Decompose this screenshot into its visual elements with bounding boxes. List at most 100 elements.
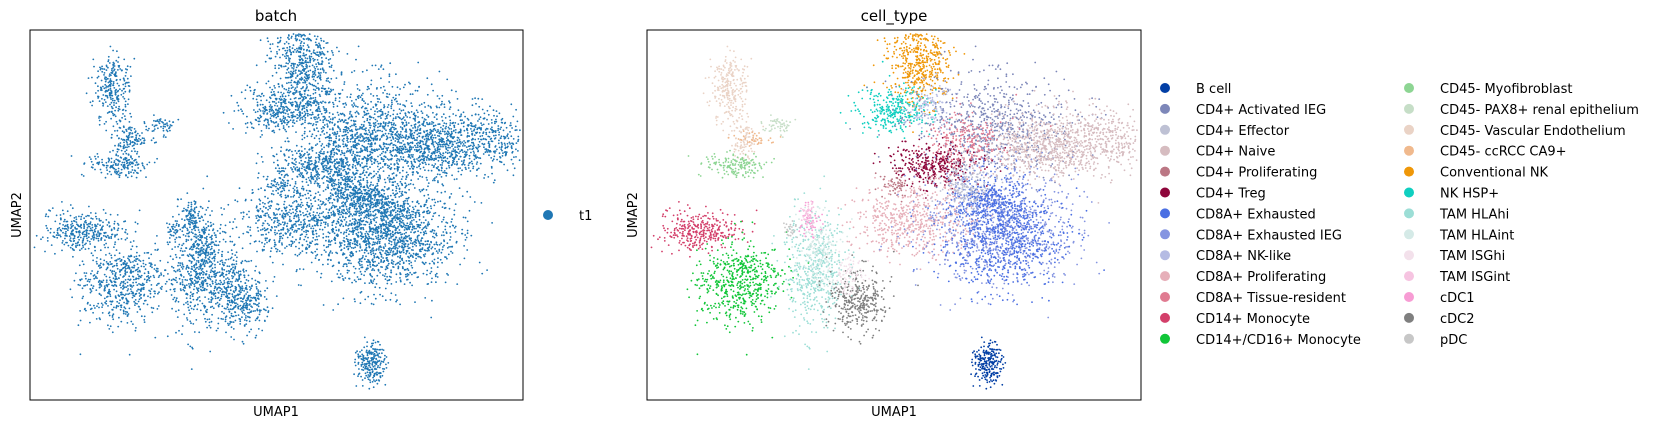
scatter-point <box>345 232 347 234</box>
scatter-point <box>512 163 514 165</box>
scatter-point <box>441 116 443 118</box>
scatter-point <box>508 137 510 139</box>
scatter-point <box>268 124 270 126</box>
scatter-point <box>290 213 292 215</box>
scatter-point <box>322 178 324 180</box>
scatter-point <box>489 105 491 107</box>
scatter-point <box>354 140 356 142</box>
scatter-point <box>391 100 393 102</box>
scatter-point <box>456 178 458 180</box>
scatter-point <box>288 95 290 97</box>
scatter-point <box>399 229 401 231</box>
scatter-point <box>393 138 395 140</box>
scatter-point <box>336 148 338 150</box>
scatter-point <box>308 177 310 179</box>
scatter-point <box>316 152 318 154</box>
scatter-point <box>387 125 389 127</box>
scatter-point <box>433 232 435 234</box>
scatter-point <box>269 256 271 258</box>
scatter-point <box>386 283 388 285</box>
scatter-point <box>292 242 294 244</box>
scatter-point <box>416 109 418 111</box>
scatter-point <box>402 166 404 168</box>
scatter-point <box>456 161 458 163</box>
scatter-point <box>397 103 399 105</box>
scatter-point <box>280 112 282 114</box>
scatter-point <box>288 163 290 165</box>
scatter-point <box>253 90 255 92</box>
scatter-point <box>404 106 406 108</box>
scatter-point <box>387 144 389 146</box>
scatter-point <box>236 102 238 104</box>
scatter-point <box>300 42 302 44</box>
scatter-point <box>339 207 341 209</box>
scatter-point <box>296 215 298 217</box>
scatter-point <box>460 130 462 132</box>
scatter-point <box>428 105 430 107</box>
scatter-point <box>374 126 376 128</box>
scatter-point <box>341 74 343 76</box>
scatter-point <box>371 144 373 146</box>
scatter-point <box>318 43 320 45</box>
scatter-point <box>319 152 321 154</box>
scatter-point <box>381 256 383 258</box>
scatter-point <box>298 108 300 110</box>
scatter-point <box>268 127 270 129</box>
scatter-point <box>382 125 384 127</box>
scatter-point <box>471 142 473 144</box>
scatter-point <box>321 113 323 115</box>
scatter-point <box>283 88 285 90</box>
scatter-point <box>441 234 443 236</box>
scatter-point <box>249 229 251 231</box>
scatter-point <box>498 142 500 144</box>
scatter-point <box>327 246 329 248</box>
scatter-point <box>307 62 309 64</box>
scatter-point <box>263 206 265 208</box>
scatter-point <box>295 38 297 40</box>
scatter-point <box>318 138 320 140</box>
scatter-point <box>343 231 345 233</box>
scatter-point <box>409 272 411 274</box>
scatter-point <box>366 240 368 242</box>
scatter-point <box>452 141 454 143</box>
scatter-point <box>323 133 325 135</box>
scatter-point <box>275 126 277 128</box>
scatter-point <box>354 178 356 180</box>
scatter-point <box>306 106 308 108</box>
scatter-point <box>362 236 364 238</box>
scatter-point <box>315 157 317 159</box>
scatter-point <box>283 110 285 112</box>
scatter-point <box>305 97 307 99</box>
scatter-point <box>411 133 413 135</box>
scatter-point <box>273 116 275 118</box>
scatter-point <box>323 304 325 306</box>
scatter-point <box>266 212 268 214</box>
scatter-point <box>358 278 360 280</box>
scatter-point <box>306 80 308 82</box>
scatter-point <box>289 205 291 207</box>
scatter-point <box>349 239 351 241</box>
scatter-point <box>388 224 390 226</box>
scatter-point <box>439 174 441 176</box>
scatter-point <box>267 122 269 124</box>
scatter-point <box>378 163 380 165</box>
scatter-point <box>280 104 282 106</box>
scatter-point <box>298 55 300 57</box>
scatter-point <box>307 100 309 102</box>
scatter-point <box>306 135 308 137</box>
scatter-point <box>387 158 389 160</box>
scatter-point <box>373 95 375 97</box>
scatter-point <box>263 113 265 115</box>
scatter-point <box>315 42 317 44</box>
scatter-point <box>356 111 358 113</box>
scatter-point <box>347 132 349 134</box>
scatter-point <box>318 117 320 119</box>
scatter-point <box>414 149 416 151</box>
scatter-point <box>316 118 318 120</box>
scatter-point <box>380 87 382 89</box>
scatter-point <box>310 105 312 107</box>
scatter-point <box>340 177 342 179</box>
scatter-point <box>421 248 423 250</box>
scatter-point <box>310 215 312 217</box>
scatter-point <box>330 212 332 214</box>
